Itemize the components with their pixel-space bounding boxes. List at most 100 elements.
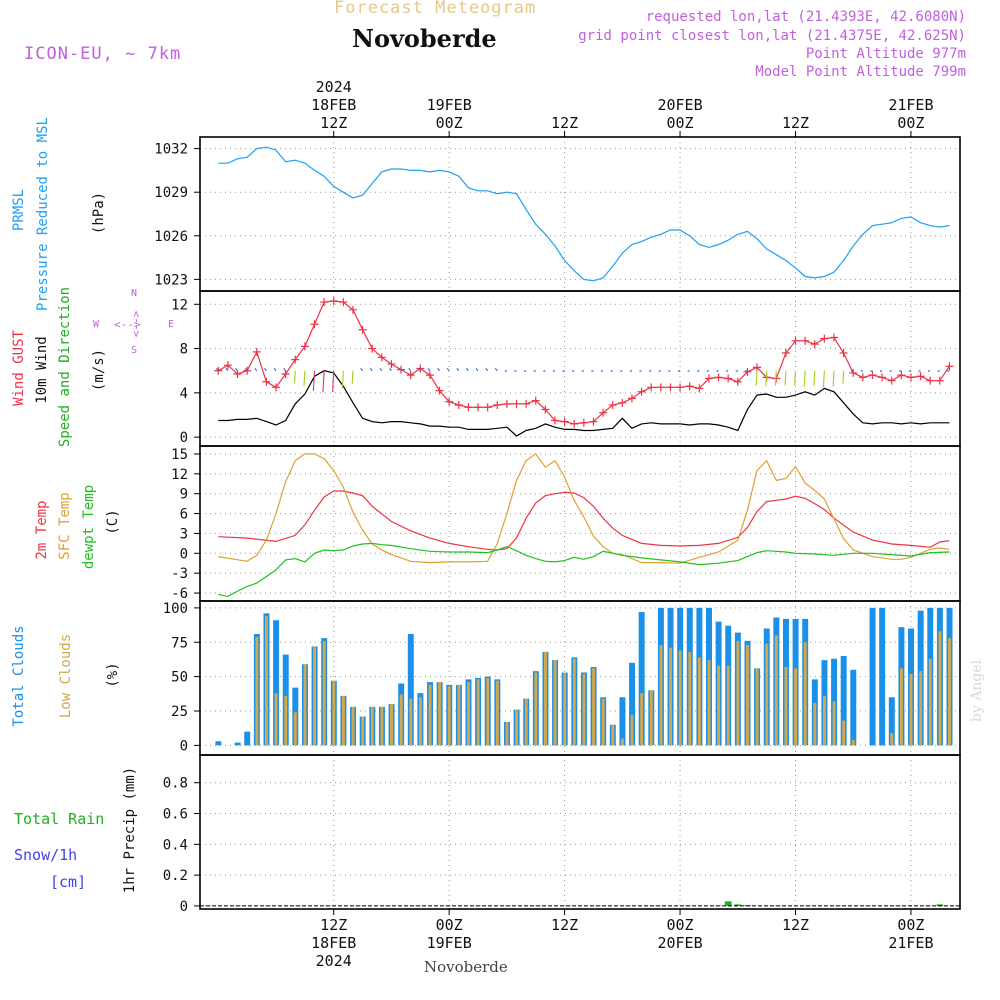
wind-gust-point — [878, 373, 887, 382]
wind-gust-point — [849, 368, 858, 377]
wind-direction-arrow — [745, 370, 748, 372]
wind-gust-point — [647, 383, 656, 392]
low-cloud-bar — [438, 682, 442, 746]
wind-direction-arrow — [485, 367, 489, 372]
wind-direction-arrow — [803, 370, 806, 387]
precip-frame — [199, 754, 961, 910]
wind-gust-point — [897, 371, 906, 380]
model-altitude: Model Point Altitude 799m — [755, 64, 966, 80]
total-cloud-bar — [888, 697, 895, 746]
snow-unit-label: [cm] — [50, 873, 87, 891]
low-cloud-bar — [899, 668, 903, 746]
low-cloud-bar — [803, 642, 807, 746]
wind-direction-arrow — [927, 370, 931, 372]
low-cloud-bar — [649, 690, 653, 746]
precip-ytick-label: 0.8 — [163, 776, 188, 792]
temp-ytick-label: 3 — [180, 526, 188, 542]
low-cloud-bar — [255, 636, 259, 746]
low-cloud-bar — [553, 660, 557, 746]
compass-north: N — [131, 288, 138, 299]
low-cloud-bar — [563, 672, 567, 746]
low-cloud-bar — [274, 693, 278, 746]
wind-direction-arrow — [446, 367, 450, 372]
wind-direction-arrow — [918, 370, 921, 372]
precip-ytick-label: 0.4 — [163, 837, 188, 853]
wind-direction-arrow — [283, 367, 287, 372]
wind-direction-arrow — [543, 370, 546, 372]
grid-point-coords: grid point closest lon,lat (21.4375E, 42… — [578, 28, 966, 44]
wind-direction-arrow — [379, 367, 383, 372]
wind-gust-point — [906, 373, 915, 382]
wind-gust-point — [531, 396, 540, 405]
wind-direction-arrow — [860, 370, 863, 372]
low-cloud-bar — [293, 712, 297, 746]
wind-direction-arrow — [552, 370, 556, 372]
low-cloud-bar — [601, 698, 605, 746]
low-cloud-bar — [784, 667, 788, 746]
wind-gust-point — [733, 377, 742, 386]
wind-direction-arrow — [668, 370, 671, 372]
wind-direction-arrow — [360, 367, 364, 372]
pressure-label-prmsl: PRMSL — [11, 188, 27, 232]
pressure-frame — [199, 136, 961, 292]
bottom-time-label: 00Z — [436, 916, 463, 934]
bottom-time-label: 18FEB — [311, 934, 356, 952]
low-cloud-bar — [447, 686, 451, 746]
top-time-label: 21FEB — [888, 96, 933, 114]
bottom-time-label: 12Z — [782, 916, 809, 934]
wind-gust-point — [387, 360, 396, 369]
pressure-unit: (hPa) — [91, 191, 107, 235]
low-cloud-bar — [919, 671, 923, 746]
low-cloud-bar — [332, 680, 336, 746]
wind-gust-point — [839, 349, 848, 357]
watermark: by Angel — [969, 659, 985, 723]
low-cloud-bar — [697, 657, 701, 746]
low-cloud-bar — [938, 631, 942, 746]
wind-direction-arrow — [562, 370, 565, 372]
wind-gust-point — [570, 419, 579, 428]
low-cloud-bar — [620, 738, 624, 746]
low-cloud-bar — [746, 645, 749, 746]
product-title: Forecast Meteogram — [334, 0, 537, 18]
wind-direction-arrow — [332, 370, 335, 392]
wind-direction-arrow — [341, 370, 344, 389]
wind-gust-point — [868, 371, 877, 380]
wind-ytick-label: 8 — [180, 342, 188, 358]
wind-direction-arrow — [842, 370, 845, 384]
wind-gust-point — [695, 384, 704, 393]
wind-direction-arrow — [475, 367, 479, 372]
wind-gust-point — [743, 367, 752, 376]
model-name: ICON-EU, ~ 7km — [24, 44, 182, 64]
wind-direction-arrow — [648, 370, 652, 372]
wind-gust-point — [724, 374, 733, 383]
wind-gust-point — [714, 373, 723, 382]
wind-direction-arrow — [822, 370, 825, 388]
total-cloud-bar — [850, 669, 857, 746]
low-cloud-bar — [794, 668, 798, 746]
compass-horizontal-arrows: <--> — [114, 318, 141, 331]
snow-label: Snow/1h — [14, 846, 78, 864]
wind-gust-point — [435, 386, 444, 395]
temp-ytick-label: 15 — [171, 447, 188, 463]
clouds-unit: (%) — [105, 662, 121, 688]
temp-ytick-label: -6 — [171, 586, 188, 602]
temp-ytick-label: 9 — [180, 487, 188, 503]
wind-gust-point — [666, 383, 675, 392]
low-cloud-bar — [322, 640, 326, 746]
wind-direction-arrow — [870, 370, 873, 372]
wind-gust-point — [608, 401, 617, 410]
bottom-time-label: 12Z — [551, 916, 578, 934]
wind-gust-point — [272, 383, 280, 392]
rain-bar — [936, 904, 944, 906]
wind-direction-arrow — [784, 370, 787, 386]
low-cloud-bar — [842, 720, 846, 746]
wind-gust-point — [397, 365, 406, 374]
low-cloud-bar — [341, 695, 345, 746]
wind-direction-arrow — [658, 370, 661, 372]
low-cloud-bar — [505, 722, 509, 746]
wind-direction-arrow — [294, 370, 296, 384]
low-cloud-bar — [534, 672, 538, 746]
wind-10m-line — [218, 370, 950, 437]
low-cloud-bar — [380, 706, 384, 746]
wind-gust-point — [300, 342, 309, 351]
